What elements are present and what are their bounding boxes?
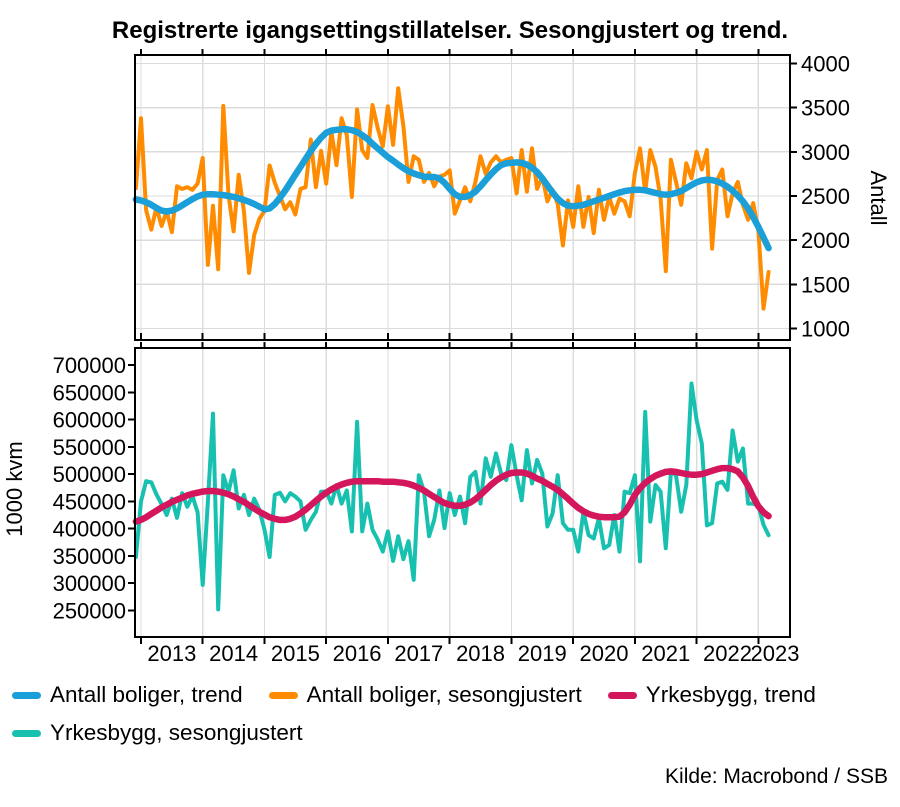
- legend-item-antall-boliger-sesongjustert: Antall boliger, sesongjustert: [268, 682, 582, 708]
- series-line-yrkesbygg-trend: [132, 464, 772, 525]
- plot-frame: [134, 347, 791, 638]
- legend-label: Yrkesbygg, trend: [645, 682, 816, 707]
- svg-text:250000: 250000: [53, 599, 126, 624]
- svg-text:350000: 350000: [53, 544, 126, 569]
- legend-swatch-crimson: [607, 691, 637, 699]
- plot-frame: [134, 54, 791, 341]
- chart-legend: Antall boliger, trend Antall boliger, se…: [12, 682, 888, 746]
- svg-text:2013: 2013: [147, 641, 196, 666]
- svg-text:2022: 2022: [703, 641, 752, 666]
- charts-canvas: 1000 1500 2000 2500 3000 3500 4000 Antall 250000…: [2, 49, 891, 666]
- svg-text:600000: 600000: [53, 408, 126, 433]
- svg-text:2018: 2018: [456, 641, 505, 666]
- legend-item-yrkesbygg-trend: Yrkesbygg, trend: [607, 682, 816, 708]
- svg-text:700000: 700000: [53, 353, 126, 378]
- svg-text:500000: 500000: [53, 462, 126, 487]
- svg-text:2500: 2500: [801, 184, 850, 209]
- svg-text:450000: 450000: [53, 489, 126, 514]
- axis-ticks: [128, 342, 760, 644]
- svg-text:4000: 4000: [801, 52, 850, 77]
- svg-text:3000: 3000: [801, 140, 850, 165]
- legend-label: Yrkesbygg, sesongjustert: [50, 720, 303, 745]
- series-line-antall-boliger-trend: [132, 126, 772, 252]
- top-chart: 1000 1500 2000 2500 3000 3500 4000 Antall: [132, 49, 891, 342]
- svg-text:2019: 2019: [518, 641, 567, 666]
- svg-text:2016: 2016: [333, 641, 382, 666]
- svg-text:2017: 2017: [394, 641, 443, 666]
- svg-text:400000: 400000: [53, 517, 126, 542]
- chart-title: Registrerte igangsettingstillatelser. Se…: [111, 17, 789, 44]
- svg-text:650000: 650000: [53, 380, 126, 405]
- legend-swatch-teal: [12, 729, 41, 737]
- svg-text:550000: 550000: [53, 435, 126, 460]
- svg-text:2015: 2015: [271, 641, 320, 666]
- svg-text:300000: 300000: [53, 571, 126, 596]
- legend-swatch-orange: [268, 691, 298, 699]
- svg-text:2023: 2023: [751, 641, 800, 666]
- svg-text:1000: 1000: [801, 317, 850, 342]
- legend-item-antall-boliger-trend: Antall boliger, trend: [12, 682, 243, 708]
- svg-text:2021: 2021: [641, 641, 690, 666]
- legend-label: Antall boliger, trend: [50, 682, 243, 707]
- x-tick-labels: 2013 2014 2015 2016 2017 2018 2019 2020 2021 2022…: [147, 641, 799, 666]
- y-axis-title: Antall: [866, 170, 891, 225]
- legend-label: Antall boliger, sesongjustert: [306, 682, 582, 707]
- legend-swatch-blue: [12, 691, 41, 699]
- gridlines: [140, 348, 760, 637]
- y-tick-labels: 1000 1500 2000 2500 3000 3500 4000: [801, 52, 850, 342]
- source-attribution: Kilde: Macrobond / SSB: [665, 765, 888, 788]
- svg-text:2014: 2014: [209, 641, 258, 666]
- svg-text:2020: 2020: [580, 641, 629, 666]
- svg-text:3500: 3500: [801, 96, 850, 121]
- axis-ticks: [140, 49, 797, 340]
- legend-item-yrkesbygg-sesongjustert: Yrkesbygg, sesongjustert: [12, 720, 303, 746]
- svg-text:1500: 1500: [801, 272, 850, 297]
- svg-text:2000: 2000: [801, 228, 850, 253]
- y-axis-title: 1000 kvm: [2, 441, 27, 536]
